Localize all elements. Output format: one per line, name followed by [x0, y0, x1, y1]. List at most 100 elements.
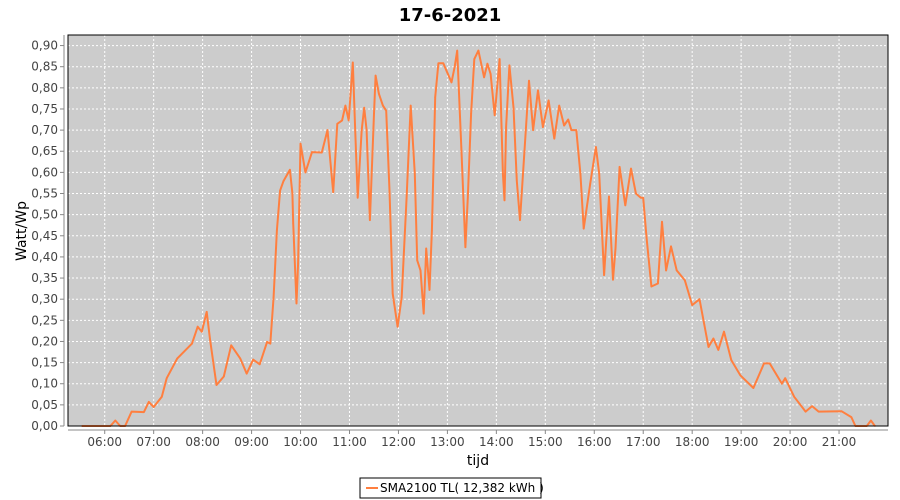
data-point	[467, 196, 469, 199]
data-point	[595, 146, 597, 148]
data-point	[209, 338, 211, 341]
data-point	[344, 104, 347, 107]
y-axis-label: Watt/Wp	[14, 201, 30, 261]
data-point	[712, 337, 715, 340]
data-point	[768, 362, 771, 365]
data-point	[840, 410, 843, 413]
data-point	[269, 342, 272, 345]
legend-label: SMA2100 TL( 12,382 kWh )	[380, 481, 544, 495]
data-point	[691, 304, 693, 306]
data-point	[698, 298, 701, 300]
data-point	[396, 325, 399, 328]
data-point	[152, 406, 155, 408]
data-point	[304, 171, 307, 174]
data-point	[191, 342, 193, 345]
y-tick-label: 0,75	[31, 102, 58, 116]
x-tick-label: 06:00	[87, 435, 122, 449]
data-point	[382, 104, 384, 107]
data-point	[512, 106, 515, 109]
data-point	[453, 65, 456, 68]
data-point	[369, 219, 371, 221]
x-tick-label: 18:00	[675, 435, 710, 449]
data-point	[230, 344, 232, 347]
data-point	[295, 302, 298, 305]
data-point	[373, 112, 375, 115]
data-point	[289, 169, 291, 171]
data-point	[258, 363, 261, 366]
data-point	[282, 180, 285, 183]
x-tick-label: 12:00	[381, 435, 416, 449]
data-point	[639, 196, 642, 199]
data-point	[470, 112, 472, 115]
x-tick-label: 10:00	[283, 435, 318, 449]
data-point	[608, 195, 610, 198]
plot-area	[68, 35, 888, 426]
data-point	[563, 124, 565, 127]
x-tick-label: 19:00	[724, 435, 759, 449]
data-point	[434, 96, 436, 98]
data-point	[582, 227, 585, 230]
data-point	[464, 246, 467, 248]
data-point	[297, 262, 299, 265]
data-point	[508, 64, 511, 67]
series-layer	[81, 49, 876, 427]
y-tick-label: 0,10	[31, 377, 58, 391]
x-tick-label: 08:00	[185, 435, 220, 449]
data-point	[245, 372, 248, 375]
data-point	[351, 61, 354, 64]
data-point	[811, 405, 813, 407]
data-point	[752, 387, 755, 389]
data-point	[400, 296, 403, 298]
data-point	[575, 129, 578, 131]
data-point	[374, 74, 377, 77]
data-point	[850, 416, 853, 418]
series-points	[81, 49, 876, 427]
data-point	[252, 358, 255, 361]
data-point	[579, 172, 582, 175]
y-tick-label: 0,25	[31, 313, 58, 327]
data-point	[707, 346, 710, 348]
x-tick-label: 17:00	[626, 435, 661, 449]
data-point	[503, 199, 506, 202]
data-point	[291, 192, 294, 195]
data-point	[763, 362, 765, 365]
data-point	[473, 58, 476, 60]
data-point	[684, 279, 686, 281]
y-tick-label: 0,40	[31, 250, 58, 264]
data-point	[515, 180, 518, 182]
data-point	[650, 285, 653, 288]
y-tick-label: 0,80	[31, 81, 58, 95]
y-tick-label: 0,45	[31, 229, 58, 243]
data-point	[570, 129, 573, 131]
data-point	[537, 89, 539, 92]
x-axis-ticks: 06:00 07:00 08:00 09:00 10:00 11:00 12:00 13:00…	[87, 430, 856, 449]
data-point	[422, 312, 425, 315]
y-tick-label: 0,30	[31, 292, 58, 306]
y-tick-label: 0,85	[31, 60, 58, 74]
y-tick-label: 0,60	[31, 165, 58, 179]
data-point	[165, 377, 168, 380]
y-tick-label: 0,50	[31, 208, 58, 222]
y-tick-label: 0,35	[31, 271, 58, 285]
x-tick-label: 21:00	[822, 435, 857, 449]
series-line	[81, 49, 876, 427]
data-point	[598, 172, 600, 175]
data-point	[201, 330, 203, 333]
data-point	[341, 119, 343, 122]
data-point	[176, 357, 179, 360]
data-point	[505, 126, 507, 128]
data-point	[354, 129, 357, 131]
data-point	[542, 126, 544, 128]
data-point	[223, 375, 225, 378]
data-point	[388, 189, 391, 192]
data-point	[147, 401, 150, 403]
data-point	[717, 349, 720, 351]
data-point	[266, 341, 268, 343]
data-point	[665, 269, 667, 272]
data-point	[489, 73, 492, 75]
data-point	[589, 182, 591, 185]
y-tick-label: 0,65	[31, 144, 58, 158]
data-point	[519, 219, 521, 221]
data-point	[442, 62, 445, 65]
